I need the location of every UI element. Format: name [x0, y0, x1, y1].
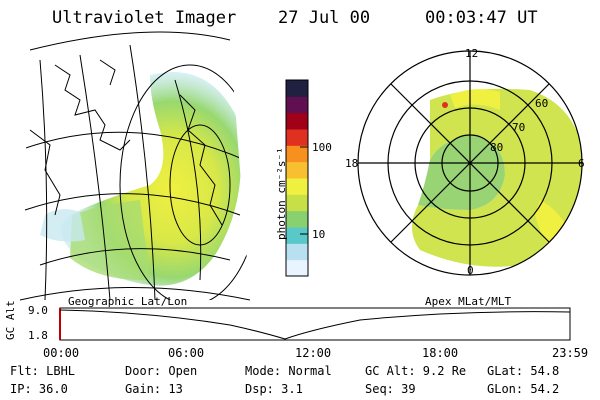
date-label: 27 Jul 00 [278, 8, 371, 28]
altitude-curve [59, 309, 571, 340]
glon-label: GLon: 54.2 [487, 382, 560, 396]
time-label: 00:03:47 UT [425, 8, 538, 28]
time-tick-0600: 06:00 [168, 346, 205, 360]
colorbar-segment [286, 227, 308, 244]
colorbar-segment [286, 178, 308, 195]
mlat-label-80: 80 [490, 141, 504, 154]
filter-label: Flt: LBHL [10, 364, 76, 378]
time-tick-2359: 23:59 [552, 346, 589, 360]
mlt-label-6: 6 [578, 157, 585, 170]
colorbar-segment [286, 194, 308, 212]
mlt-label-0: 0 [467, 264, 474, 277]
geo-panel-label: Geographic Lat/Lon [68, 295, 188, 308]
ip-label: IP: 36.0 [10, 382, 68, 396]
colorbar-segment [286, 210, 308, 228]
colorbar-segment [286, 80, 308, 97]
colorbar-segment [286, 259, 308, 277]
mode-label: Mode: Normal [245, 364, 332, 378]
colorbar-segment [286, 129, 308, 146]
colorbar-segment [286, 145, 308, 163]
mlt-label-18: 18 [345, 157, 359, 170]
time-tick-1800: 18:00 [422, 346, 459, 360]
time-tick-0000: 00:00 [43, 346, 80, 360]
colorbar-segment [286, 96, 308, 114]
colorbar-tick-10: 10 [312, 228, 326, 241]
dsp-label: Dsp: 3.1 [245, 382, 303, 396]
altitude-tick-9: 9.0 [28, 304, 48, 317]
gc-alt-label: GC Alt: 9.2 Re [365, 364, 467, 378]
altitude-tick-1-8: 1.8 [28, 329, 48, 342]
glat-label: GLat: 54.8 [487, 364, 560, 378]
colorbar-tick-100: 100 [312, 141, 332, 154]
mlat-label-60: 60 [535, 97, 549, 110]
instrument-title: Ultraviolet Imager [52, 8, 237, 28]
polar-panel-label: Apex MLat/MLT [425, 295, 512, 308]
time-tick-1200: 12:00 [295, 346, 332, 360]
seq-label: Seq: 39 [365, 382, 416, 396]
mlat-label-70: 70 [512, 121, 526, 134]
altitude-axis-label: GC Alt [4, 300, 17, 340]
colorbar-segment [286, 112, 308, 130]
colorbar-segment [286, 161, 308, 179]
colorbar-segment [286, 243, 308, 261]
gain-label: Gain: 13 [125, 382, 183, 396]
mlt-label-12: 12 [465, 47, 479, 60]
door-label: Door: Open [125, 364, 198, 378]
